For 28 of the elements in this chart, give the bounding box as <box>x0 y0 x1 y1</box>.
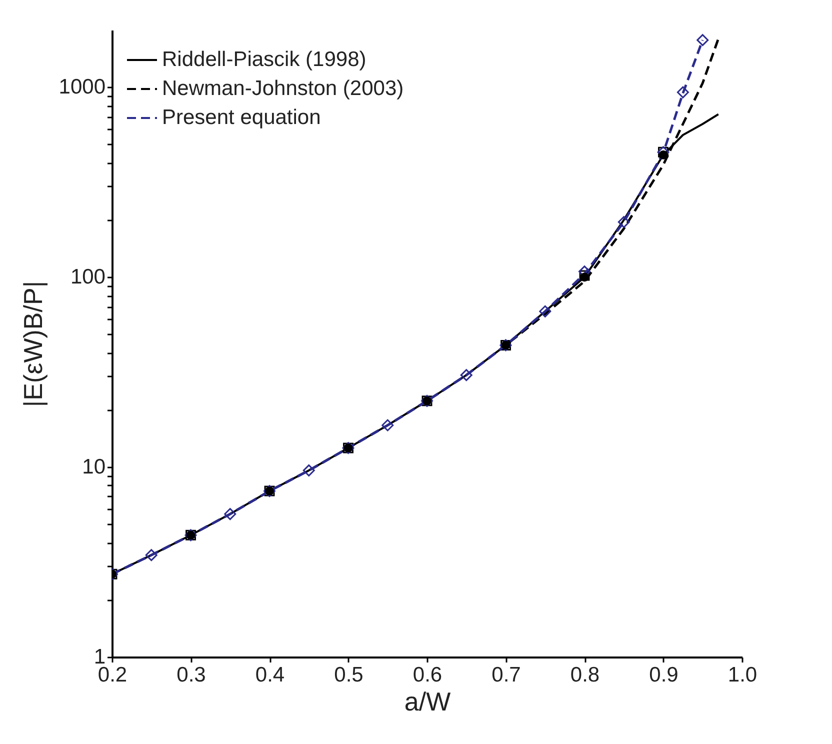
y-tick-label: 1000 <box>58 76 106 99</box>
x-tick-label: 0.6 <box>412 664 442 686</box>
point <box>382 419 394 432</box>
point <box>676 86 689 98</box>
x-tick-label: 0.3 <box>176 664 206 686</box>
y-axis-title: |E(εW)B/P| <box>18 280 48 408</box>
point <box>580 272 589 282</box>
x-tick-label: 0.5 <box>334 664 364 686</box>
legend-label: Present equation <box>162 106 321 129</box>
x-tick-label: 0.7 <box>492 664 521 686</box>
y-tick-label: 10 <box>82 456 106 479</box>
legend-label: Newman-Johnston (2003) <box>162 77 404 100</box>
x-tick-label: 1.0 <box>728 664 758 686</box>
x-axis-title: a/W <box>404 686 452 716</box>
y-tick-label: 100 <box>70 266 106 289</box>
x-tick-label: 0.2 <box>98 664 128 686</box>
legend-label: Riddell-Piascik (1998) <box>162 48 366 71</box>
point <box>224 508 236 520</box>
point <box>539 305 552 318</box>
point <box>658 150 668 160</box>
x-tick-label: 0.9 <box>649 664 678 686</box>
point <box>618 216 630 228</box>
point <box>696 34 709 46</box>
point <box>302 464 315 476</box>
x-tick-label: 0.4 <box>255 664 285 686</box>
point <box>460 369 472 382</box>
x-tick-label: 0.8 <box>570 664 600 686</box>
point <box>145 549 158 562</box>
